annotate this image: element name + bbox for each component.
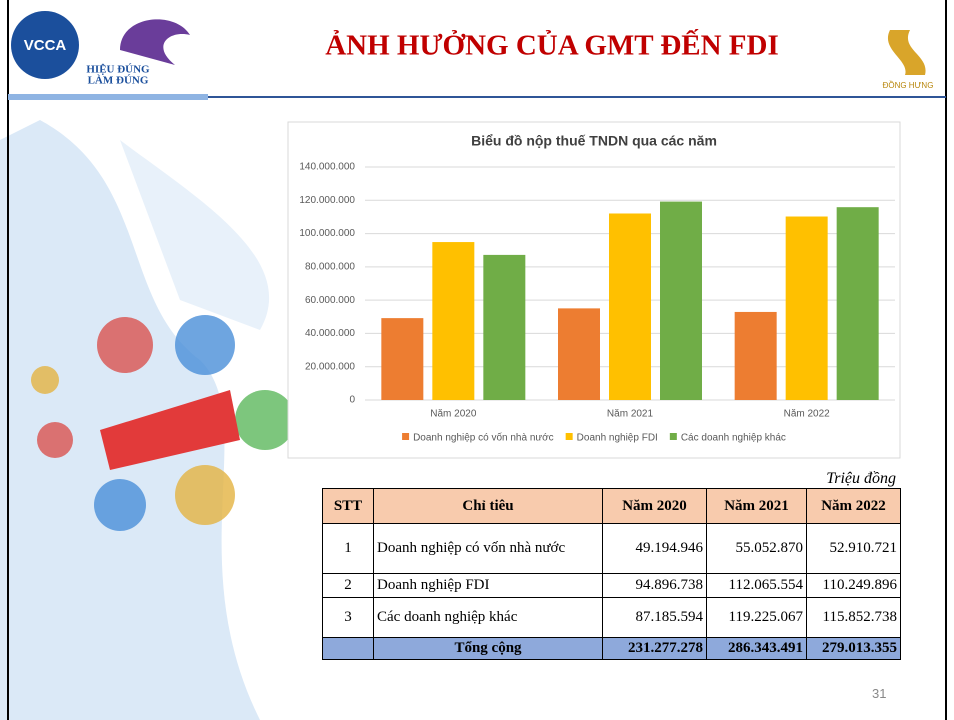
bar bbox=[609, 213, 651, 400]
y-tick-label: 100.000.000 bbox=[299, 228, 355, 239]
table-cell: 112.065.554 bbox=[707, 574, 807, 598]
table-cell: 110.249.896 bbox=[807, 574, 901, 598]
table-cell: Doanh nghiệp FDI bbox=[374, 574, 603, 598]
header-cell: STT bbox=[323, 489, 374, 524]
table-cell: 2 bbox=[323, 574, 374, 598]
table-cell: Tổng cộng bbox=[374, 638, 603, 660]
bar bbox=[786, 217, 828, 400]
logo bbox=[120, 19, 190, 65]
bar bbox=[837, 207, 879, 400]
table-cell: Các doanh nghiệp khác bbox=[374, 598, 603, 638]
slide-title: ẢNH HƯỞNG CỦA GMT ĐẾN FDI bbox=[325, 28, 779, 62]
table-cell: 87.185.594 bbox=[603, 598, 707, 638]
table-cell: 55.052.870 bbox=[707, 524, 807, 574]
logo-text: VCCA bbox=[24, 37, 67, 54]
y-tick-label: 60.000.000 bbox=[305, 295, 355, 306]
page-number: 31 bbox=[872, 686, 886, 701]
slogan: LÀM ĐÚNG bbox=[88, 75, 149, 87]
legend-marker bbox=[566, 433, 573, 440]
chart-title: Biểu đồ nộp thuế TNDN qua các năm bbox=[471, 133, 717, 149]
table-cell bbox=[323, 638, 374, 660]
unit-label: Triệu đồng bbox=[826, 470, 896, 488]
table-cell: 115.852.738 bbox=[807, 598, 901, 638]
bar bbox=[432, 242, 474, 400]
legend-label: Các doanh nghiệp khác bbox=[681, 433, 786, 444]
y-tick-label: 140.000.000 bbox=[299, 162, 355, 173]
y-tick-label: 40.000.000 bbox=[305, 328, 355, 339]
y-tick-label: 120.000.000 bbox=[299, 195, 355, 206]
table-cell: 3 bbox=[323, 598, 374, 638]
bar bbox=[735, 312, 777, 400]
legend-marker bbox=[402, 433, 409, 440]
bar bbox=[660, 202, 702, 400]
bar bbox=[381, 318, 423, 400]
table-cell: 286.343.491 bbox=[707, 638, 807, 660]
y-tick-label: 80.000.000 bbox=[305, 261, 355, 272]
header-rule bbox=[208, 96, 946, 98]
logo bbox=[888, 30, 926, 75]
legend-label: Doanh nghiệp có vốn nhà nước bbox=[413, 432, 554, 444]
header-cell: Chỉ tiêu bbox=[374, 489, 603, 524]
y-tick-label: 20.000.000 bbox=[305, 361, 355, 372]
legend-marker bbox=[670, 433, 677, 440]
table-cell: 49.194.946 bbox=[603, 524, 707, 574]
header-cell: Năm 2020 bbox=[603, 489, 707, 524]
logo-text: ĐỒNG HƯNG bbox=[883, 80, 934, 90]
legend-label: Doanh nghiệp FDI bbox=[577, 433, 658, 444]
x-tick-label: Năm 2020 bbox=[430, 409, 477, 420]
table-cell: 94.896.738 bbox=[603, 574, 707, 598]
table-cell: 1 bbox=[323, 524, 374, 574]
table-cell: 119.225.067 bbox=[707, 598, 807, 638]
bar bbox=[483, 255, 525, 400]
table-cell: 52.910.721 bbox=[807, 524, 901, 574]
x-tick-label: Năm 2021 bbox=[607, 409, 654, 420]
table-cell: 279.013.355 bbox=[807, 638, 901, 660]
bar bbox=[558, 308, 600, 400]
header-cell: Năm 2022 bbox=[807, 489, 901, 524]
slide: VCCA HIỆU ĐÚNG LÀM ĐÚNG ẢNH HƯỞNG CỦA GM… bbox=[0, 0, 954, 720]
y-tick-label: 0 bbox=[349, 395, 355, 406]
x-tick-label: Năm 2022 bbox=[784, 409, 831, 420]
header-cell: Năm 2021 bbox=[707, 489, 807, 524]
table-cell: Doanh nghiệp có vốn nhà nước bbox=[374, 524, 603, 574]
header-rule bbox=[8, 94, 208, 100]
table-cell: 231.277.278 bbox=[603, 638, 707, 660]
